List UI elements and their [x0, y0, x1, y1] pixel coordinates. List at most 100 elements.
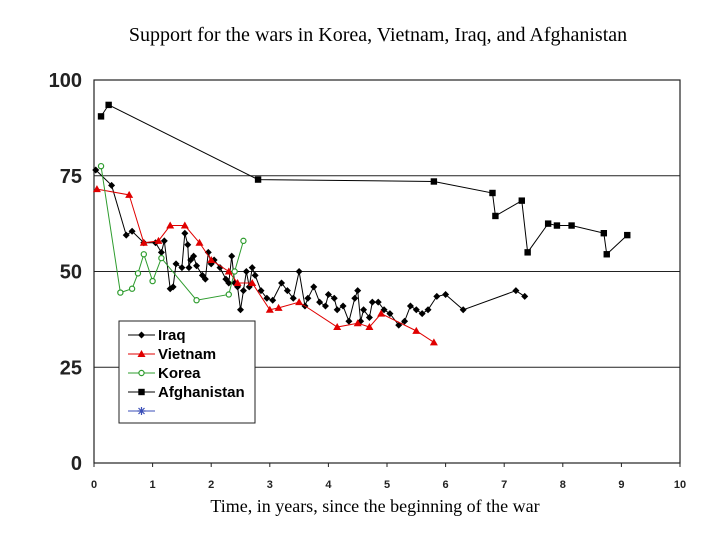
data-point-iraq — [257, 287, 265, 295]
data-point-vietnam — [248, 278, 257, 286]
data-point-vietnam — [365, 323, 374, 331]
data-point-korea — [128, 285, 136, 292]
data-point-iraq — [122, 231, 130, 239]
data-point-iraq — [433, 292, 441, 300]
data-point-iraq — [351, 294, 359, 302]
data-point-iraq — [386, 310, 394, 318]
series-iraq — [92, 166, 529, 329]
data-point-vietnam — [166, 221, 175, 229]
data-point-vietnam — [92, 185, 101, 193]
data-point-afghanistan — [518, 197, 525, 204]
data-point-iraq — [365, 313, 373, 321]
legend-marker-unnamed — [137, 407, 146, 415]
data-point-afghanistan — [624, 231, 631, 239]
legend-label: Afghanistan — [158, 384, 245, 401]
data-point-iraq — [330, 294, 338, 302]
data-point-afghanistan — [544, 220, 552, 227]
data-point-iraq — [237, 306, 244, 314]
data-point-iraq — [248, 264, 256, 272]
data-point-iraq — [289, 294, 297, 302]
y-tick-label: 75 — [60, 166, 82, 188]
data-point-korea — [225, 291, 232, 298]
data-point-iraq — [92, 166, 100, 174]
legend-label: Vietnam — [158, 346, 216, 363]
x-tick-label: 4 — [325, 479, 332, 491]
data-point-korea — [240, 237, 247, 245]
data-point-iraq — [228, 252, 236, 260]
series-korea — [97, 162, 247, 304]
data-point-korea — [140, 251, 148, 258]
data-point-iraq — [160, 237, 168, 245]
data-point-vietnam — [139, 238, 148, 246]
data-point-iraq — [225, 279, 233, 287]
x-tick-label: 7 — [501, 479, 507, 491]
data-point-iraq — [316, 298, 324, 306]
data-point-iraq — [283, 287, 291, 295]
data-point-iraq — [368, 298, 376, 306]
data-point-iraq — [128, 227, 136, 235]
y-tick-label: 50 — [60, 262, 82, 284]
data-point-iraq — [406, 302, 414, 310]
data-point-iraq — [354, 287, 362, 295]
data-point-iraq — [310, 283, 318, 291]
data-point-iraq — [324, 290, 332, 298]
legend-label: Iraq — [158, 327, 186, 344]
x-tick-label: 1 — [150, 479, 156, 491]
data-point-afghanistan — [600, 230, 608, 237]
data-point-afghanistan — [97, 113, 105, 120]
data-point-vietnam — [377, 309, 386, 317]
chart-title: Support for the wars in Korea, Vietnam, … — [128, 24, 628, 46]
data-point-iraq — [512, 287, 520, 295]
data-point-korea — [231, 268, 238, 275]
legend-marker-korea — [138, 369, 145, 377]
data-point-iraq — [278, 279, 286, 287]
data-point-iraq — [333, 306, 341, 314]
data-point-korea — [134, 270, 142, 277]
legend-item-vietnam: Vietnam — [128, 346, 216, 363]
x-tick-label: 10 — [674, 479, 686, 491]
data-point-afghanistan — [553, 222, 561, 229]
legend-marker-afghanistan — [138, 388, 145, 396]
legend-item-afghanistan: Afghanistan — [128, 384, 245, 401]
data-point-vietnam — [353, 319, 362, 327]
data-point-iraq — [295, 268, 303, 275]
data-point-afghanistan — [254, 176, 262, 183]
series-vietnam — [92, 185, 438, 346]
data-point-vietnam — [233, 278, 242, 286]
series-line-afghanistan — [100, 104, 628, 256]
legend-item-unnamed — [128, 407, 155, 415]
x-tick-label: 8 — [560, 479, 566, 491]
y-tick-labels: 0 25 50 75 100 — [49, 70, 82, 475]
data-point-iraq — [181, 229, 189, 237]
legend-marker-iraq — [138, 331, 145, 339]
data-point-iraq — [269, 296, 277, 304]
data-point-iraq — [216, 264, 224, 272]
data-point-iraq — [251, 271, 259, 279]
data-point-iraq — [418, 310, 426, 318]
data-point-iraq — [412, 306, 420, 314]
data-point-iraq — [193, 262, 201, 270]
data-point-iraq — [304, 294, 312, 302]
data-point-afghanistan — [603, 251, 610, 258]
data-point-vietnam — [180, 221, 189, 229]
data-point-afghanistan — [492, 212, 499, 220]
data-point-iraq — [521, 292, 529, 300]
data-point-iraq — [459, 306, 467, 314]
data-point-iraq — [424, 306, 432, 314]
y-tick-label: 0 — [71, 453, 82, 475]
series-line-vietnam — [96, 188, 435, 343]
legend-label: Korea — [158, 365, 201, 382]
data-point-iraq — [242, 268, 250, 275]
data-point-korea — [149, 277, 156, 285]
x-axis-label: Time, in years, since the beginning of t… — [210, 496, 540, 516]
data-point-vietnam — [274, 303, 283, 311]
data-point-afghanistan — [430, 178, 438, 185]
data-point-iraq — [201, 275, 209, 283]
x-tick-label: 5 — [384, 479, 390, 491]
x-tick-labels: 0 1 2 3 4 5 6 7 8 9 10 — [91, 463, 686, 491]
series-layer — [92, 101, 631, 346]
x-tick-label: 3 — [267, 479, 273, 491]
data-point-iraq — [157, 248, 165, 256]
data-point-iraq — [374, 298, 382, 306]
